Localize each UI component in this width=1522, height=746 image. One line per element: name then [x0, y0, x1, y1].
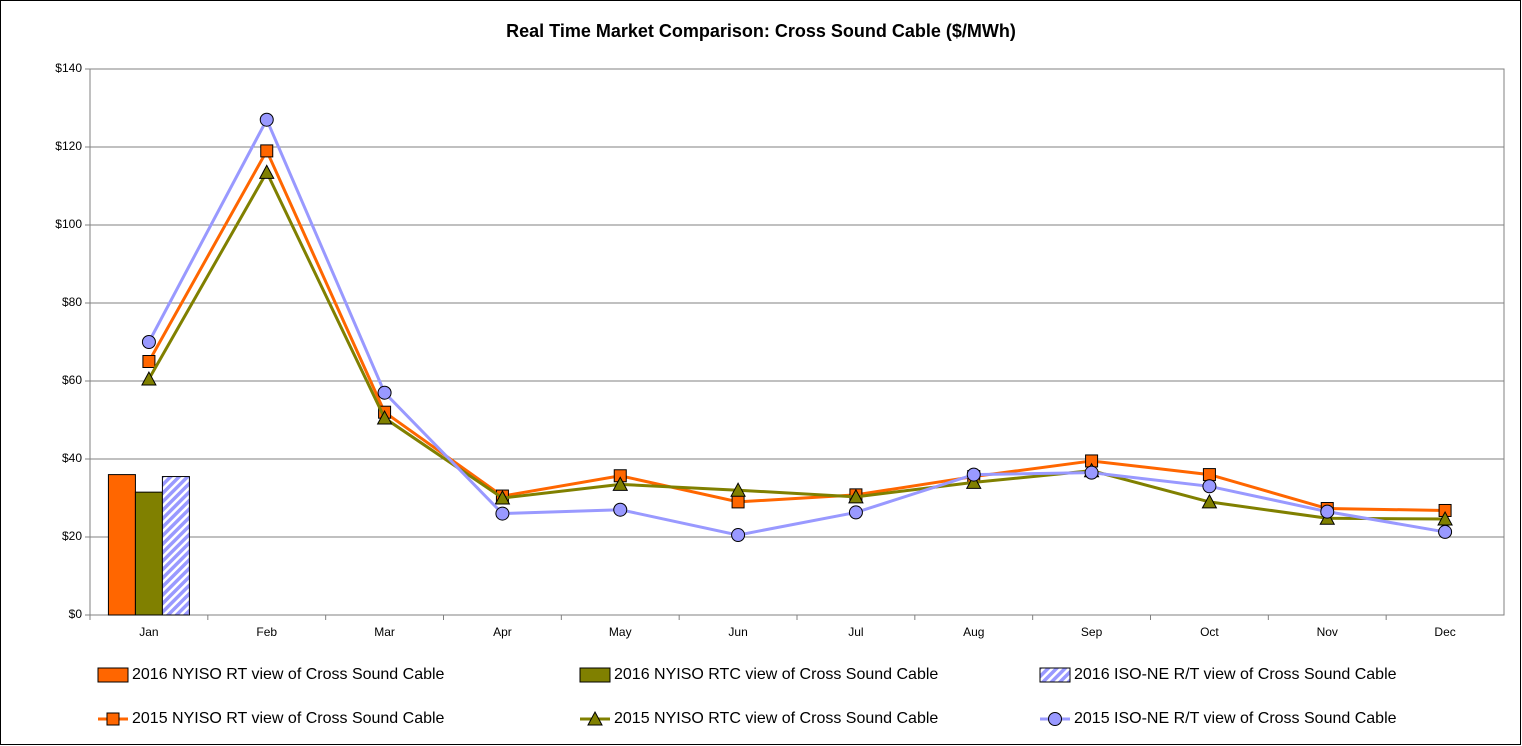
x-tick-label: Sep	[1081, 625, 1103, 639]
marker	[731, 528, 746, 543]
marker	[494, 489, 511, 505]
legend-label: 2015 ISO-NE R/T view of Cross Sound Cabl…	[1074, 710, 1397, 727]
chart-title: Real Time Market Comparison: Cross Sound…	[506, 21, 1016, 41]
marker	[730, 482, 746, 497]
y-tick-label: $80	[62, 295, 82, 309]
plot-area	[89, 68, 1505, 616]
legend-marker	[587, 710, 603, 726]
marker	[1201, 493, 1218, 509]
marker	[141, 370, 157, 386]
series-line	[147, 116, 1446, 537]
marker	[1320, 504, 1335, 519]
bar	[134, 491, 163, 616]
marker	[376, 409, 393, 425]
x-tick-label: Aug	[963, 625, 984, 639]
x-tick-label: May	[609, 625, 632, 639]
marker	[966, 467, 981, 482]
x-tick-label: Oct	[1200, 625, 1219, 639]
legend-label: 2016 NYISO RTC view of Cross Sound Cable	[614, 666, 938, 683]
y-tick-label: $0	[69, 607, 83, 621]
x-tick-label: Jan	[139, 625, 158, 639]
marker	[848, 505, 863, 520]
marker	[1202, 468, 1216, 482]
marker	[258, 164, 275, 179]
legend-marker	[106, 712, 120, 726]
legend-label: 2015 NYISO RT view of Cross Sound Cable	[132, 710, 445, 727]
y-tick-label: $20	[62, 529, 82, 543]
x-tick-label: Dec	[1434, 625, 1455, 639]
y-tick-label: $40	[62, 451, 82, 465]
marker	[259, 112, 274, 127]
series-line	[147, 169, 1446, 521]
x-tick-label: Nov	[1317, 625, 1338, 639]
y-tick-label: $140	[55, 61, 82, 75]
marker	[1438, 524, 1453, 539]
x-tick-label: Mar	[374, 625, 395, 639]
x-tick-label: Jul	[848, 625, 863, 639]
legend-swatch	[97, 667, 129, 683]
y-tick-label: $100	[55, 217, 82, 231]
y-tick-label: $120	[55, 139, 82, 153]
marker	[731, 495, 745, 509]
legend-label: 2016 NYISO RT view of Cross Sound Cable	[132, 666, 445, 683]
marker	[260, 144, 274, 158]
marker	[613, 502, 628, 517]
marker	[495, 506, 510, 521]
y-tick-label: $60	[62, 373, 82, 387]
marker	[1084, 465, 1099, 480]
marker	[141, 335, 156, 349]
x-tick-label: Jun	[728, 625, 747, 639]
bar	[107, 474, 136, 616]
legend-swatch	[1039, 667, 1071, 683]
marker	[377, 385, 392, 400]
marker	[142, 355, 156, 368]
marker	[848, 488, 864, 504]
series-line	[147, 147, 1446, 512]
bar	[161, 476, 190, 616]
legend-swatch	[579, 667, 611, 683]
x-tick-label: Apr	[493, 625, 512, 639]
legend-label: 2016 ISO-NE R/T view of Cross Sound Cabl…	[1074, 666, 1397, 683]
x-tick-label: Feb	[256, 625, 277, 639]
legend-label: 2015 NYISO RTC view of Cross Sound Cable	[614, 710, 938, 727]
marker	[1202, 479, 1217, 494]
marker	[612, 476, 629, 491]
legend-marker	[1048, 712, 1062, 726]
marker	[965, 474, 982, 489]
